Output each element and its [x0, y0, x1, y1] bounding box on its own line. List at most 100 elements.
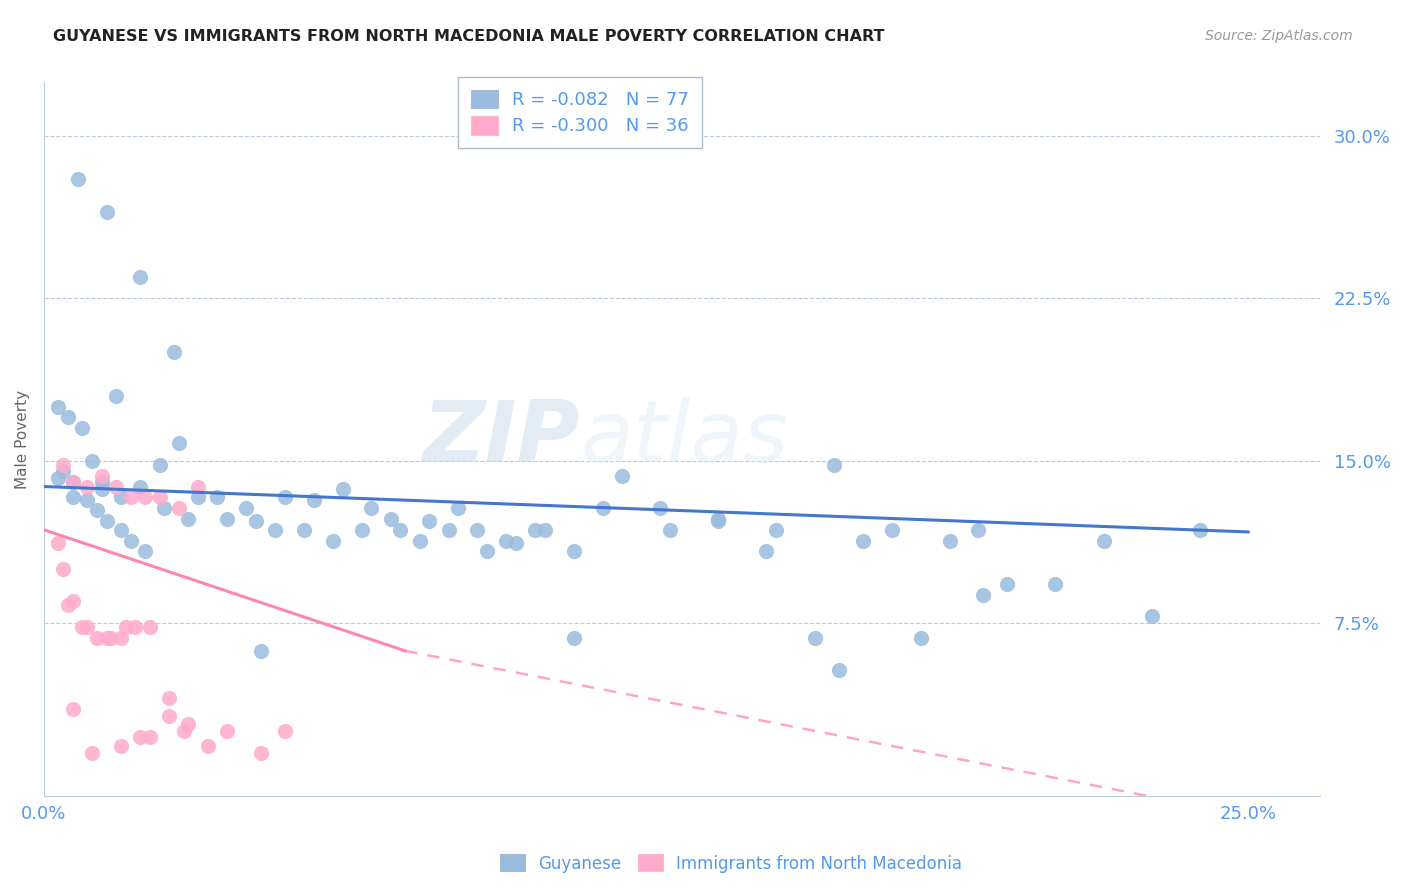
Point: [120, 533, 142, 548]
Point: [173, 723, 195, 738]
Point: [995, 577, 1018, 591]
Point: [177, 717, 200, 731]
Y-axis label: Male Poverty: Male Poverty: [15, 390, 30, 489]
Point: [124, 620, 146, 634]
Point: [96, 205, 118, 219]
Point: [129, 479, 152, 493]
Point: [52, 458, 75, 472]
Point: [90, 482, 112, 496]
Point: [972, 588, 994, 602]
Point: [302, 492, 325, 507]
Point: [129, 269, 152, 284]
Point: [134, 544, 156, 558]
Point: [408, 533, 430, 548]
Point: [62, 594, 84, 608]
Point: [264, 523, 287, 537]
Legend: Guyanese, Immigrants from North Macedonia: Guyanese, Immigrants from North Macedoni…: [494, 847, 969, 880]
Point: [828, 663, 851, 677]
Point: [129, 731, 152, 745]
Point: [322, 533, 344, 548]
Point: [562, 544, 585, 558]
Point: [80, 453, 103, 467]
Point: [235, 501, 257, 516]
Point: [110, 631, 132, 645]
Point: [910, 631, 932, 645]
Point: [177, 512, 200, 526]
Point: [46, 471, 69, 485]
Point: [534, 523, 557, 537]
Point: [207, 491, 229, 505]
Point: [389, 523, 412, 537]
Point: [707, 512, 730, 526]
Point: [1045, 577, 1067, 591]
Point: [467, 523, 489, 537]
Point: [76, 492, 98, 507]
Text: ZIP: ZIP: [422, 398, 581, 481]
Point: [96, 631, 118, 645]
Point: [197, 739, 219, 753]
Point: [56, 410, 79, 425]
Point: [274, 491, 297, 505]
Point: [90, 475, 112, 490]
Point: [187, 479, 209, 493]
Text: atlas: atlas: [581, 398, 787, 481]
Text: GUYANESE VS IMMIGRANTS FROM NORTH MACEDONIA MALE POVERTY CORRELATION CHART: GUYANESE VS IMMIGRANTS FROM NORTH MACEDO…: [53, 29, 884, 44]
Point: [167, 436, 190, 450]
Point: [139, 731, 162, 745]
Point: [274, 723, 297, 738]
Point: [105, 389, 128, 403]
Point: [148, 491, 170, 505]
Point: [52, 464, 75, 478]
Point: [76, 620, 98, 634]
Point: [120, 491, 142, 505]
Point: [72, 620, 94, 634]
Point: [62, 475, 84, 490]
Point: [62, 491, 84, 505]
Point: [110, 523, 132, 537]
Point: [938, 533, 960, 548]
Point: [610, 468, 633, 483]
Point: [76, 479, 98, 493]
Point: [495, 533, 517, 548]
Point: [114, 620, 136, 634]
Point: [148, 458, 170, 472]
Point: [765, 523, 787, 537]
Point: [418, 514, 440, 528]
Point: [62, 475, 84, 490]
Point: [153, 501, 176, 516]
Point: [332, 482, 354, 496]
Point: [1140, 609, 1163, 624]
Point: [380, 512, 402, 526]
Point: [62, 702, 84, 716]
Point: [80, 746, 103, 760]
Point: [56, 599, 79, 613]
Point: [52, 562, 75, 576]
Point: [852, 533, 875, 548]
Point: [100, 631, 122, 645]
Point: [350, 523, 373, 537]
Point: [292, 523, 315, 537]
Point: [880, 523, 903, 537]
Point: [46, 400, 69, 414]
Point: [96, 514, 118, 528]
Point: [157, 691, 180, 706]
Point: [823, 458, 845, 472]
Point: [167, 501, 190, 516]
Point: [659, 523, 682, 537]
Point: [475, 544, 498, 558]
Point: [86, 631, 108, 645]
Point: [163, 345, 186, 359]
Point: [524, 523, 547, 537]
Point: [967, 523, 990, 537]
Point: [447, 501, 470, 516]
Point: [72, 421, 94, 435]
Point: [187, 491, 209, 505]
Point: [139, 620, 162, 634]
Point: [650, 501, 672, 516]
Point: [1188, 523, 1211, 537]
Point: [215, 512, 238, 526]
Point: [66, 172, 89, 186]
Point: [215, 723, 238, 738]
Point: [249, 644, 271, 658]
Point: [90, 468, 112, 483]
